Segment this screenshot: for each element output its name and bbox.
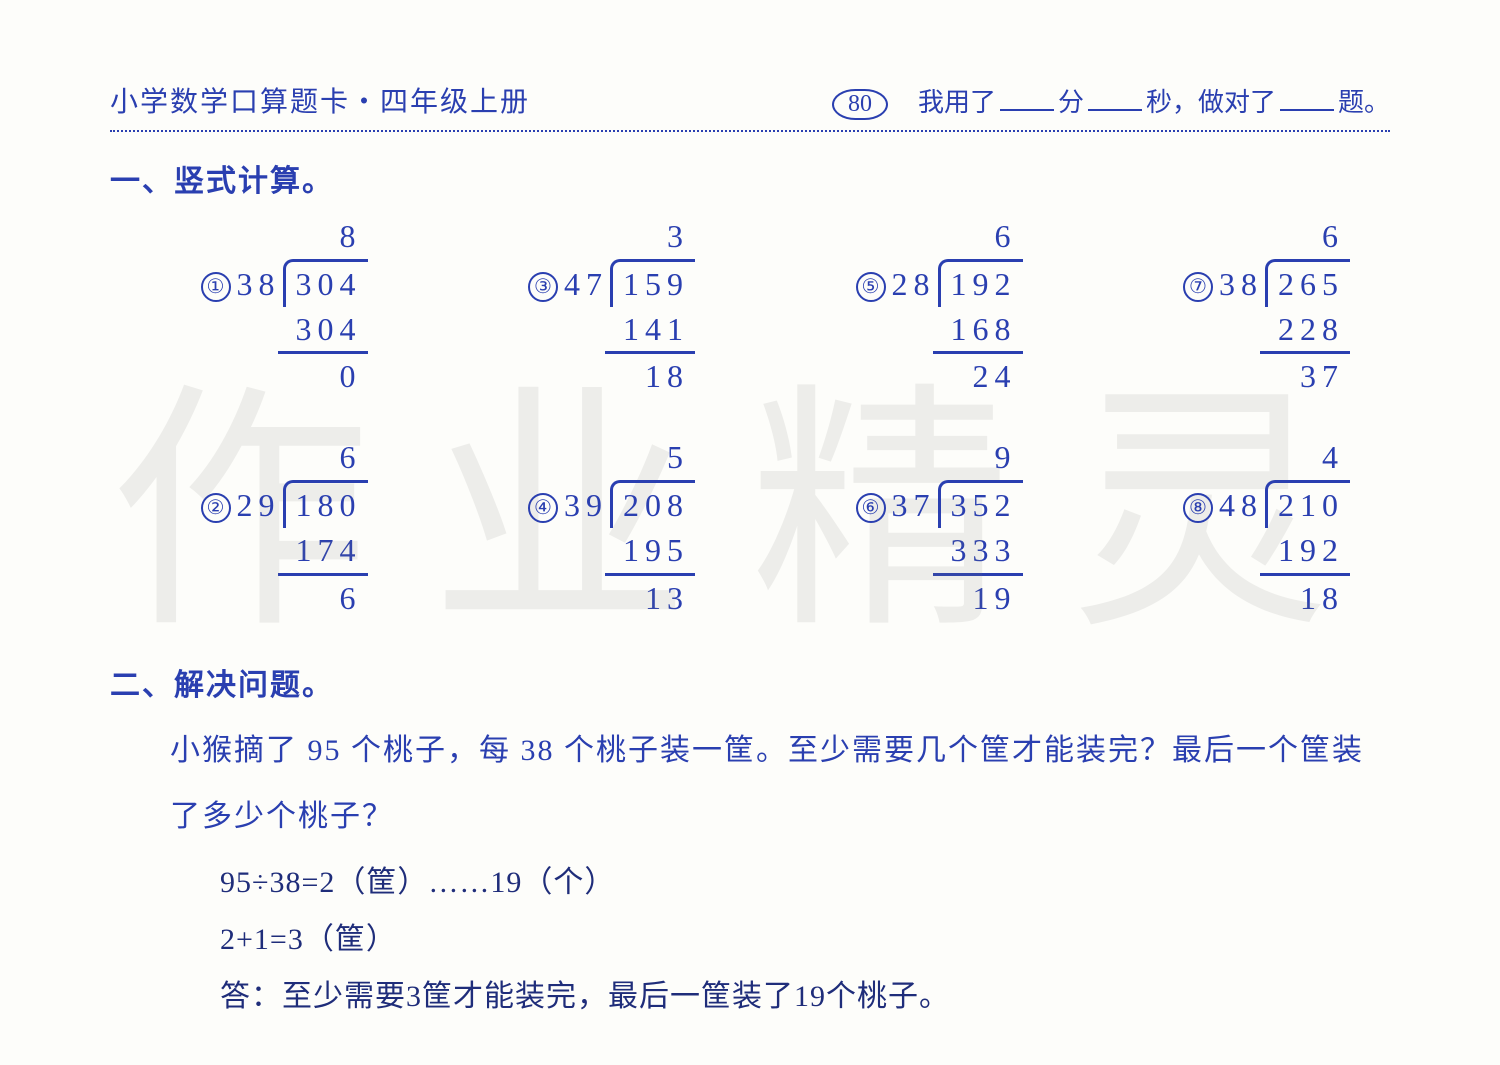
dividend: 159: [610, 259, 695, 307]
remainder: 13: [605, 573, 695, 621]
problem-number-icon: ②: [201, 493, 231, 523]
remainder: 6: [278, 573, 368, 621]
divisor: 38: [237, 266, 281, 302]
division-problem: 3 ③47159 141 18: [438, 214, 736, 399]
question-line: 了多少个桃子？: [170, 784, 1390, 850]
divisor: 28: [892, 266, 936, 302]
subtrahend: 192: [1272, 528, 1350, 573]
correct-count-blank[interactable]: [1280, 89, 1334, 111]
division-problem: 6 ②29180 174 6: [110, 435, 408, 620]
division-problem: 8 ①38304 304 0: [110, 214, 408, 399]
remainder: 19: [933, 573, 1023, 621]
seconds-blank[interactable]: [1088, 89, 1142, 111]
quotient: 4: [1322, 435, 1350, 480]
subtrahend: 168: [945, 307, 1023, 352]
min-label: 分: [1058, 88, 1084, 117]
division-problem: 4 ⑧48210 192 18: [1093, 435, 1391, 620]
remainder: 0: [278, 351, 368, 399]
worksheet-page: 小学数学口算题卡・四年级上册 80 我用了分秒，做对了题。 一、竖式计算。 8 …: [0, 0, 1500, 1065]
quotient: 6: [1322, 214, 1350, 259]
dividend: 192: [938, 259, 1023, 307]
timing-blanks: 我用了 分 秒，做对了 题。: [918, 82, 1390, 119]
problem-number-icon: ③: [528, 272, 558, 302]
quotient: 5: [667, 435, 695, 480]
section2-title: 二、解决问题。: [110, 660, 1390, 704]
dividend: 208: [610, 480, 695, 528]
dividend: 352: [938, 480, 1023, 528]
dividend: 265: [1265, 259, 1350, 307]
page-number-badge: 80: [832, 89, 888, 120]
problem-number-icon: ⑧: [1183, 493, 1213, 523]
dividend: 180: [283, 480, 368, 528]
suffix-label: 题。: [1338, 88, 1390, 117]
dividend: 210: [1265, 480, 1350, 528]
divisor: 29: [237, 487, 281, 523]
division-problem: 9 ⑥37352 333 19: [765, 435, 1063, 620]
remainder: 24: [933, 351, 1023, 399]
question-line: 小猴摘了 95 个桃子，每 38 个桃子装一筐。至少需要几个筐才能装完？最后一个…: [170, 718, 1390, 784]
divisor: 39: [564, 487, 608, 523]
division-grid: 8 ①38304 304 0 3 ③47159 141 18 6 ⑤28192 …: [110, 214, 1390, 620]
remainder: 37: [1260, 351, 1350, 399]
subtrahend: 228: [1272, 307, 1350, 352]
answer-line: 答：至少需要3筐才能装完，最后一筐装了19个桃子。: [220, 968, 1390, 1025]
subtrahend: 333: [945, 528, 1023, 573]
remainder: 18: [1260, 573, 1350, 621]
minutes-blank[interactable]: [1000, 89, 1054, 111]
remainder: 18: [605, 351, 695, 399]
word-problem: 小猴摘了 95 个桃子，每 38 个桃子装一筐。至少需要几个筐才能装完？最后一个…: [170, 718, 1390, 850]
quotient: 6: [995, 214, 1023, 259]
problem-number-icon: ①: [201, 272, 231, 302]
answer-block: 95÷38=2（筐）……19（个） 2+1=3（筐） 答：至少需要3筐才能装完，…: [220, 854, 1390, 1025]
divisor: 47: [564, 266, 608, 302]
problem-number-icon: ⑤: [856, 272, 886, 302]
subtrahend: 304: [290, 307, 368, 352]
dividend: 304: [283, 259, 368, 307]
quotient: 9: [995, 435, 1023, 480]
problem-number-icon: ④: [528, 493, 558, 523]
quotient: 3: [667, 214, 695, 259]
subtrahend: 141: [617, 307, 695, 352]
answer-line: 95÷38=2（筐）……19（个）: [220, 854, 1390, 911]
section1-title: 一、竖式计算。: [110, 156, 1390, 200]
blanks-prefix: 我用了: [918, 88, 996, 117]
book-title: 小学数学口算题卡・四年级上册: [110, 80, 530, 120]
division-problem: 6 ⑦38265 228 37: [1093, 214, 1391, 399]
quotient: 8: [340, 214, 368, 259]
problem-number-icon: ⑦: [1183, 272, 1213, 302]
division-problem: 6 ⑤28192 168 24: [765, 214, 1063, 399]
subtrahend: 195: [617, 528, 695, 573]
divisor: 38: [1219, 266, 1263, 302]
page-header: 小学数学口算题卡・四年级上册 80 我用了 分 秒，做对了 题。: [110, 80, 1390, 132]
division-problem: 5 ④39208 195 13: [438, 435, 736, 620]
sec-label: 秒，做对了: [1146, 88, 1276, 117]
divisor: 48: [1219, 487, 1263, 523]
subtrahend: 174: [290, 528, 368, 573]
quotient: 6: [340, 435, 368, 480]
problem-number-icon: ⑥: [856, 493, 886, 523]
divisor: 37: [892, 487, 936, 523]
answer-line: 2+1=3（筐）: [220, 911, 1390, 968]
